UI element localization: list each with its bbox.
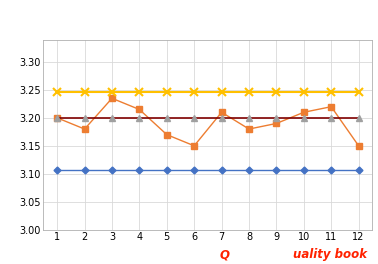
Text: uality book: uality book <box>293 248 367 261</box>
Text: Q: Q <box>220 248 230 261</box>
